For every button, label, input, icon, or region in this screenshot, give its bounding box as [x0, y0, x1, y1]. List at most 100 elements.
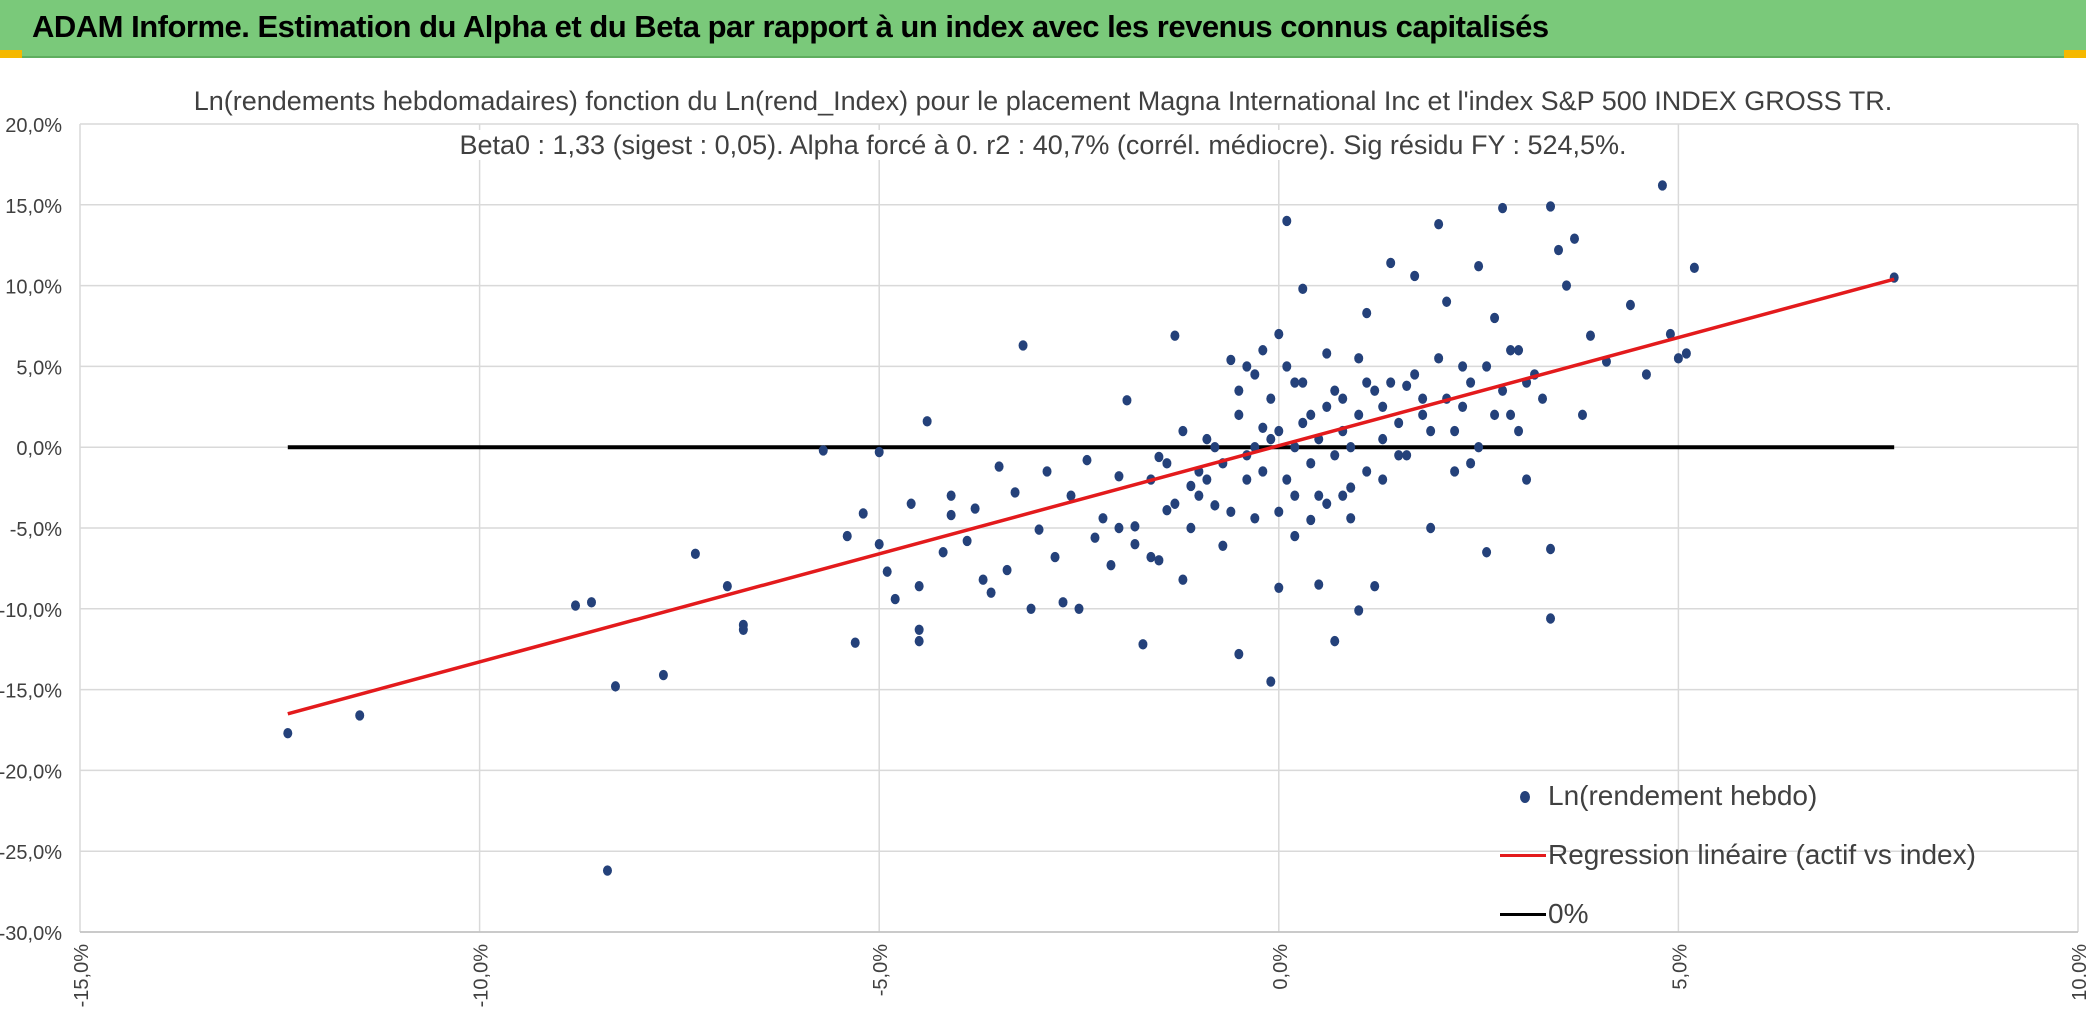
y-tick-label: 0,0%	[16, 438, 62, 460]
data-point	[962, 535, 972, 547]
chart-subtitle: Beta0 : 1,33 (sigest : 0,05). Alpha forc…	[0, 130, 2086, 161]
data-point	[1266, 433, 1276, 445]
y-tick-label: -30,0%	[0, 923, 62, 945]
data-point	[1018, 340, 1028, 351]
data-point	[1266, 676, 1276, 687]
data-point	[1274, 328, 1284, 340]
data-point	[1226, 354, 1236, 366]
scatter-chart: 20,0% 15,0% 10,0% 5,0% 0,0% -5,0% -10,0% -15,0%…	[0, 115, 2086, 1008]
data-point	[1186, 480, 1196, 492]
data-point	[571, 600, 581, 611]
data-point	[1058, 597, 1068, 608]
data-point	[1210, 442, 1220, 453]
data-point	[1346, 442, 1356, 453]
data-point	[1562, 280, 1572, 291]
data-point	[1066, 490, 1076, 501]
data-point	[1242, 474, 1252, 485]
data-point	[1577, 409, 1587, 421]
data-point	[1625, 299, 1635, 311]
legend-swatch-regression	[1500, 840, 1548, 870]
data-point	[1546, 201, 1556, 212]
data-point	[1681, 348, 1691, 359]
data-point	[1514, 345, 1524, 356]
legend-swatch-points	[1500, 781, 1548, 811]
data-point	[874, 446, 884, 458]
data-point	[906, 498, 916, 509]
data-point	[1585, 330, 1595, 341]
data-point	[1050, 551, 1060, 563]
y-tick-label: 5,0%	[16, 357, 62, 379]
data-point	[1274, 425, 1284, 437]
data-point	[1282, 474, 1292, 485]
data-point	[586, 597, 596, 608]
data-point	[1242, 361, 1252, 372]
data-point	[1522, 474, 1532, 485]
data-point	[1450, 425, 1460, 437]
y-tick-label: -25,0%	[0, 842, 62, 864]
y-tick-label: 20,0%	[5, 115, 62, 137]
data-point	[1250, 513, 1260, 524]
data-point	[1154, 451, 1164, 463]
corner-marker-left	[0, 50, 22, 58]
data-point	[1482, 361, 1492, 372]
data-point	[1274, 582, 1284, 593]
data-point	[914, 580, 924, 592]
data-point	[1330, 385, 1340, 396]
x-tick-label: 5,0%	[1669, 944, 1691, 990]
data-point	[722, 580, 732, 592]
data-point	[1386, 377, 1396, 388]
data-point	[1673, 353, 1683, 364]
x-tick-label: -15,0%	[71, 944, 93, 1008]
data-point	[1354, 409, 1364, 421]
chart-title-text: Ln(rendements hebdomadaires) fonction du…	[183, 86, 1903, 116]
data-point	[1122, 395, 1132, 406]
y-tick-label: 15,0%	[5, 196, 62, 218]
data-point	[1130, 538, 1140, 550]
data-point	[1426, 522, 1436, 534]
data-point	[1026, 603, 1036, 614]
y-tick-label: -15,0%	[0, 681, 62, 703]
chart-area: 20,0% 15,0% 10,0% 5,0% 0,0% -5,0% -10,0% -15,0%…	[0, 58, 2086, 1035]
data-point	[850, 637, 860, 648]
data-point	[1042, 466, 1052, 477]
data-point	[1098, 513, 1108, 524]
data-point	[738, 624, 748, 636]
data-point	[1162, 458, 1172, 469]
data-point	[1138, 639, 1148, 650]
data-point	[1306, 514, 1316, 526]
data-point	[1386, 257, 1396, 269]
data-point	[882, 566, 892, 577]
data-point	[1498, 202, 1508, 214]
data-point	[1346, 513, 1356, 524]
data-point	[1250, 369, 1260, 380]
data-point	[1146, 551, 1156, 563]
data-point	[283, 728, 293, 739]
data-point	[1514, 425, 1524, 437]
legend-item-regression: Regression linéaire (actif vs index)	[1500, 839, 1976, 871]
data-point	[1218, 540, 1228, 551]
data-point	[1130, 521, 1140, 532]
data-point	[970, 503, 980, 514]
data-point	[1418, 393, 1428, 404]
data-point	[1202, 474, 1212, 485]
data-point	[1114, 471, 1124, 482]
data-point	[1665, 328, 1675, 340]
data-point	[1290, 377, 1300, 388]
legend-label-regression: Regression linéaire (actif vs index)	[1548, 839, 1976, 870]
data-point	[1258, 422, 1268, 434]
data-point	[1282, 361, 1292, 372]
data-point	[1330, 450, 1340, 461]
data-point	[1442, 296, 1452, 307]
y-tick-label: 10,0%	[5, 277, 62, 299]
data-point	[1162, 505, 1172, 516]
data-point	[1074, 603, 1084, 614]
data-point	[658, 669, 668, 681]
data-point	[610, 681, 620, 692]
data-point	[1546, 543, 1556, 555]
legend-item-points: Ln(rendement hebdo)	[1500, 780, 1817, 812]
header-bar: ADAM Informe. Estimation du Alpha et du …	[0, 0, 2086, 58]
data-point	[1210, 500, 1220, 511]
data-point	[1266, 393, 1276, 404]
data-point	[1338, 393, 1348, 404]
data-point	[1410, 369, 1420, 380]
